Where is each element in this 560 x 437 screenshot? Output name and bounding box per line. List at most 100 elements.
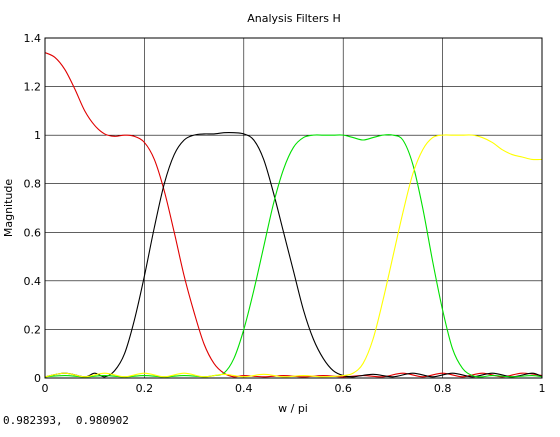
series-point-2 [402, 139, 403, 140]
chart-title: Analysis Filters H [247, 12, 341, 25]
series-point-0 [144, 142, 145, 143]
series-point-3 [512, 154, 513, 155]
series-point-0 [134, 136, 135, 137]
series-point-2 [422, 207, 423, 208]
series-point-1 [273, 193, 274, 194]
series-point-3 [362, 363, 363, 364]
series-point-1 [353, 376, 354, 377]
y-tick-label: 0 [34, 372, 41, 385]
series-point-1 [492, 373, 493, 374]
series-point-2 [412, 164, 413, 165]
series-point-2 [531, 375, 532, 376]
series-point-3 [412, 173, 413, 174]
y-axis-label: Magnitude [2, 179, 15, 238]
series-point-2 [104, 375, 105, 376]
series-point-0 [382, 376, 383, 377]
tick-labels: 0 0.2 0.4 0.6 0.8 1 0 0.2 0.4 0.6 0.8 1 1.2 1.4 [24, 32, 546, 395]
series-point-1 [313, 339, 314, 340]
series-point-0 [422, 376, 423, 377]
series-point-1 [412, 373, 413, 374]
y-tick-label: 0.4 [24, 275, 42, 288]
series-point-0 [442, 373, 443, 374]
series-point-3 [502, 149, 503, 150]
series-point-3 [382, 300, 383, 301]
y-tick-label: 1.2 [24, 81, 42, 94]
series-point-3 [522, 156, 523, 157]
series-point-0 [233, 376, 234, 377]
series-point-0 [74, 88, 75, 89]
series-point-2 [462, 368, 463, 369]
series-point-2 [303, 137, 304, 138]
series-point-1 [213, 133, 214, 134]
series-point-2 [144, 375, 145, 376]
series-point-2 [492, 375, 493, 376]
series-point-2 [512, 376, 513, 377]
x-tick-label: 0.8 [434, 382, 452, 395]
series-point-3 [392, 256, 393, 257]
series-point-3 [343, 375, 344, 376]
series-point-1 [243, 133, 244, 134]
series-point-2 [343, 135, 344, 136]
series-point-1 [263, 159, 264, 160]
series-point-1 [472, 376, 473, 377]
series-point-2 [64, 375, 65, 376]
series-point-1 [452, 373, 453, 374]
series-point-0 [283, 375, 284, 376]
series-point-2 [273, 203, 274, 204]
series-line-0 [44, 52, 543, 378]
series-point-0 [54, 57, 55, 58]
series-point-3 [303, 375, 304, 376]
series-point-1 [253, 139, 254, 140]
series-point-1 [134, 319, 135, 320]
series-point-1 [531, 373, 532, 374]
series-point-0 [124, 135, 125, 136]
series-point-1 [233, 132, 234, 133]
series-line-1 [44, 132, 543, 378]
series-point-3 [243, 376, 244, 377]
series-point-1 [164, 183, 165, 184]
y-tick-label: 0.2 [24, 323, 42, 336]
series-point-3 [372, 339, 373, 340]
series-point-0 [104, 133, 105, 134]
series-point-1 [184, 139, 185, 140]
y-tick-label: 0.8 [24, 178, 42, 191]
series-point-0 [343, 376, 344, 377]
series-point-2 [293, 147, 294, 148]
series-point-0 [184, 275, 185, 276]
series-point-0 [402, 373, 403, 374]
series-point-0 [323, 375, 324, 376]
series-point-3 [472, 135, 473, 136]
series-point-3 [492, 142, 493, 143]
series-point-3 [283, 376, 284, 377]
series-line-3 [44, 134, 543, 378]
series-point-2 [243, 329, 244, 330]
series-point-1 [124, 353, 125, 354]
series-point-3 [482, 137, 483, 138]
series-point-3 [402, 212, 403, 213]
series-point-2 [253, 290, 254, 291]
series-point-2 [233, 358, 234, 359]
series-point-0 [462, 376, 463, 377]
series-point-1 [203, 133, 204, 134]
series-point-3 [164, 376, 165, 377]
series-point-0 [482, 373, 483, 374]
series-point-2 [442, 309, 443, 310]
series-point-1 [283, 232, 284, 233]
series-point-3 [531, 159, 532, 160]
series-point-2 [362, 139, 363, 140]
x-tick-label: 0 [42, 382, 49, 395]
series-point-1 [333, 370, 334, 371]
series-point-0 [64, 69, 65, 70]
series-point-2 [353, 137, 354, 138]
series-point-1 [223, 132, 224, 133]
series-point-3 [64, 373, 65, 374]
series-point-0 [213, 363, 214, 364]
series-point-1 [94, 373, 95, 374]
series-point-3 [323, 376, 324, 377]
y-tick-label: 1.4 [24, 32, 42, 45]
plot-frame [44, 37, 543, 379]
series-point-2 [382, 135, 383, 136]
series-point-3 [442, 135, 443, 136]
